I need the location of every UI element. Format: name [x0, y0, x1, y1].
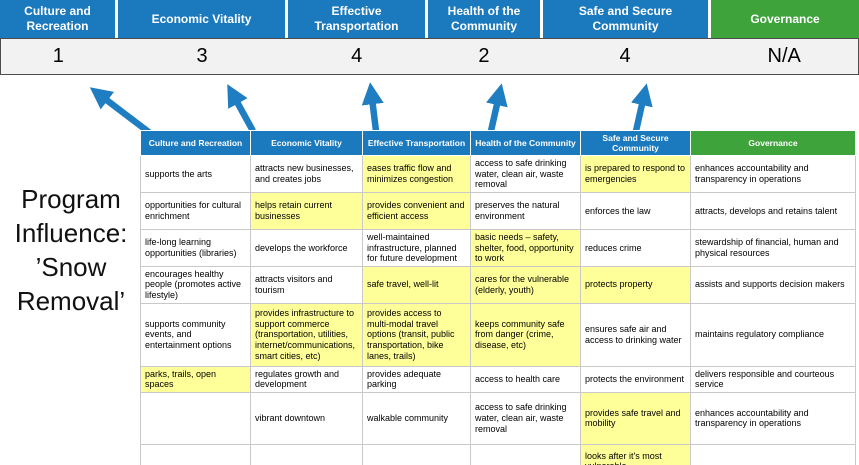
score-effective-transportation: 4	[351, 45, 363, 67]
matrix-cell: develops the workforce	[250, 228, 363, 267]
table-row: encourages healthy people (promotes acti…	[140, 265, 856, 304]
matrix-cell: vibrant downtown	[250, 391, 363, 445]
matrix-cell: supports the arts	[140, 155, 251, 193]
scoreboard-score-row: 1 3 4 2 4 N/A	[0, 38, 859, 75]
matrix-cell: helps retain current businesses	[250, 191, 363, 230]
pillar-header-governance: Governance	[711, 0, 859, 38]
matrix-cell	[140, 443, 251, 465]
matrix-cell: cares for the vulnerable (elderly, youth…	[470, 265, 581, 304]
matrix-cell: supports community events, and entertain…	[140, 302, 251, 367]
table-row: life-long learning opportunities (librar…	[140, 228, 856, 267]
matrix-header-health-of-the-community: Health of the Community	[470, 129, 581, 157]
matrix-cell: looks after it's most vulnerable	[580, 443, 691, 465]
matrix-cell: assists and supports decision makers	[690, 265, 856, 304]
matrix-header-safe-and-secure-community: Safe and Secure Community	[580, 129, 691, 157]
matrix-header-culture-and-recreation: Culture and Recreation	[140, 129, 251, 157]
table-row: vibrant downtown walkable community acce…	[140, 391, 856, 445]
matrix-cell: enforces the law	[580, 191, 691, 230]
page-title: Program Influence: ’Snow Removal’	[14, 184, 128, 316]
score-health-of-the-community: 2	[478, 45, 490, 67]
table-row: opportunities for cultural enrichment he…	[140, 191, 856, 230]
pillar-header-economic-vitality: Economic Vitality	[118, 0, 285, 38]
matrix-cell: ensures safe air and access to drinking …	[580, 302, 691, 367]
matrix-cell: access to safe drinking water, clean air…	[470, 391, 581, 445]
pillar-header-effective-transportation: Effective Transportation	[288, 0, 425, 38]
matrix-cell: provides adequate parking	[362, 365, 471, 393]
up-arrow-icon	[486, 83, 508, 132]
matrix-cell: preserves the natural environment	[470, 191, 581, 230]
score-governance: N/A	[767, 45, 801, 67]
matrix-cell: provides access to multi-modal travel op…	[362, 302, 471, 367]
table-row: parks, trails, open spaces regulates gro…	[140, 365, 856, 393]
matrix-header-economic-vitality: Economic Vitality	[250, 129, 363, 157]
matrix-cell: protects property	[580, 265, 691, 304]
matrix-cell: basic needs – safety, shelter, food, opp…	[470, 228, 581, 267]
matrix-cell: provides infrastructure to support comme…	[250, 302, 363, 367]
matrix-cell: access to health care	[470, 365, 581, 393]
matrix-cell: enhances accountability and transparency…	[690, 155, 856, 193]
table-row: supports the arts attracts new businesse…	[140, 155, 856, 193]
influence-matrix: Culture and Recreation Economic Vitality…	[140, 129, 856, 465]
up-arrow-icon	[631, 83, 653, 132]
matrix-cell: maintains regulatory compliance	[690, 302, 856, 367]
matrix-cell: is prepared to respond to emergencies	[580, 155, 691, 193]
matrix-cell	[470, 443, 581, 465]
matrix-cell: eases traffic flow and minimizes congest…	[362, 155, 471, 193]
matrix-cell: regulates growth and development	[250, 365, 363, 393]
score-economic-vitality: 3	[196, 45, 208, 67]
matrix-cell: safe travel, well-lit	[362, 265, 471, 304]
matrix-cell: stewardship of financial, human and phys…	[690, 228, 856, 267]
table-row: supports community events, and entertain…	[140, 302, 856, 367]
matrix-cell: keeps community safe from danger (crime,…	[470, 302, 581, 367]
pillar-header-safe-and-secure-community: Safe and Secure Community	[543, 0, 708, 38]
up-arrow-icon	[89, 87, 152, 136]
matrix-cell: parks, trails, open spaces	[140, 365, 251, 393]
matrix-cell: encourages healthy people (promotes acti…	[140, 265, 251, 304]
matrix-header-effective-transportation: Effective Transportation	[362, 129, 471, 157]
matrix-cell: protects the environment	[580, 365, 691, 393]
table-row: looks after it's most vulnerable	[140, 443, 856, 465]
up-arrow-icon	[361, 82, 384, 132]
matrix-cell	[140, 391, 251, 445]
matrix-cell	[362, 443, 471, 465]
up-arrow-icon	[227, 84, 256, 133]
matrix-cell: reduces crime	[580, 228, 691, 267]
matrix-cell: well-maintained infrastructure, planned …	[362, 228, 471, 267]
pillar-header-health-of-the-community: Health of the Community	[428, 0, 540, 38]
matrix-header-governance: Governance	[690, 129, 856, 157]
matrix-cell: life-long learning opportunities (librar…	[140, 228, 251, 267]
influence-arrows-graphic	[89, 82, 653, 136]
matrix-cell	[690, 443, 856, 465]
matrix-cell: opportunities for cultural enrichment	[140, 191, 251, 230]
matrix-cell: provides safe travel and mobility	[580, 391, 691, 445]
matrix-cell: enhances accountability and transparency…	[690, 391, 856, 445]
matrix-cell: provides convenient and efficient access	[362, 191, 471, 230]
matrix-cell: attracts visitors and tourism	[250, 265, 363, 304]
score-culture-and-recreation: 1	[52, 45, 64, 67]
scoreboard-header-row: Culture and Recreation Economic Vitality…	[0, 0, 859, 38]
matrix-cell	[250, 443, 363, 465]
matrix-cell: access to safe drinking water, clean air…	[470, 155, 581, 193]
matrix-cell: walkable community	[362, 391, 471, 445]
matrix-cell: delivers responsible and courteous servi…	[690, 365, 856, 393]
matrix-header-row: Culture and Recreation Economic Vitality…	[140, 129, 856, 157]
matrix-cell: attracts, develops and retains talent	[690, 191, 856, 230]
matrix-cell: attracts new businesses, and creates job…	[250, 155, 363, 193]
pillar-header-culture-and-recreation: Culture and Recreation	[0, 0, 115, 38]
score-safe-and-secure-community: 4	[619, 45, 631, 67]
